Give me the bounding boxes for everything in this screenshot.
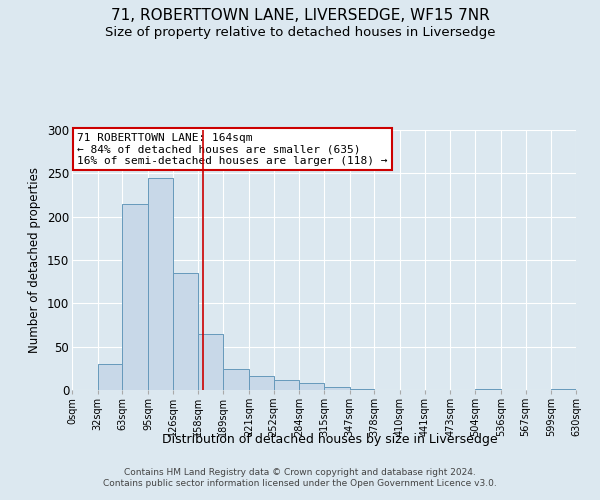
- Bar: [122, 204, 148, 390]
- Text: Distribution of detached houses by size in Liversedge: Distribution of detached houses by size …: [162, 432, 498, 446]
- Bar: [249, 376, 274, 390]
- Bar: [223, 369, 249, 390]
- Y-axis label: Number of detached properties: Number of detached properties: [28, 167, 41, 353]
- Text: Contains HM Land Registry data © Crown copyright and database right 2024.
Contai: Contains HM Land Registry data © Crown c…: [103, 468, 497, 487]
- Bar: [274, 380, 299, 390]
- Bar: [98, 364, 122, 390]
- Bar: [350, 389, 374, 390]
- Text: 71, ROBERTTOWN LANE, LIVERSEDGE, WF15 7NR: 71, ROBERTTOWN LANE, LIVERSEDGE, WF15 7N…: [110, 8, 490, 22]
- Bar: [199, 334, 223, 390]
- Bar: [475, 389, 501, 390]
- Text: 71 ROBERTTOWN LANE: 164sqm
← 84% of detached houses are smaller (635)
16% of sem: 71 ROBERTTOWN LANE: 164sqm ← 84% of deta…: [77, 132, 388, 166]
- Bar: [173, 273, 199, 390]
- Bar: [324, 388, 350, 390]
- Bar: [148, 178, 173, 390]
- Bar: [299, 383, 324, 390]
- Bar: [551, 389, 576, 390]
- Text: Size of property relative to detached houses in Liversedge: Size of property relative to detached ho…: [105, 26, 495, 39]
